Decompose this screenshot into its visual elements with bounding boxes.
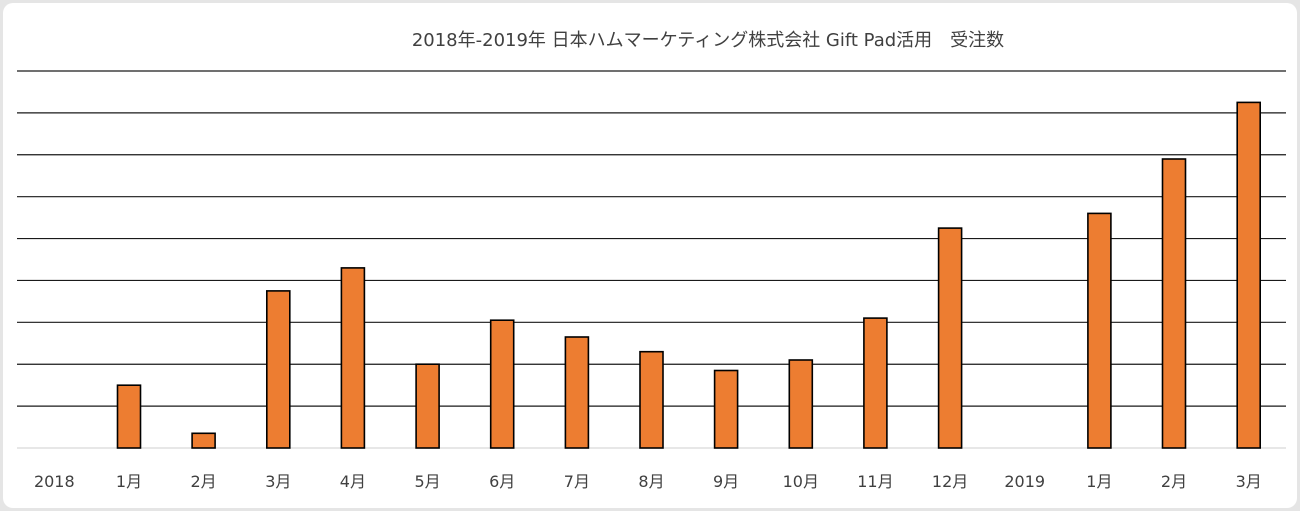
bar-8 bbox=[639, 350, 664, 449]
bar-3 bbox=[265, 290, 291, 449]
chart-title: 2018年-2019年 日本ハムマーケティング株式会社 Gift Pad活用 受… bbox=[412, 30, 1004, 51]
x-tick-label-12: 12月 bbox=[932, 472, 968, 491]
bar-14 bbox=[1087, 212, 1112, 449]
bar-7 bbox=[564, 336, 590, 449]
bar-chart: 2018年-2019年 日本ハムマーケティング株式会社 Gift Pad活用 受… bbox=[17, 30, 1286, 491]
x-tick-label-4: 4月 bbox=[340, 472, 366, 491]
x-tick-label-2: 2月 bbox=[191, 472, 217, 491]
chart-card: 2018年-2019年 日本ハムマーケティング株式会社 Gift Pad活用 受… bbox=[3, 3, 1297, 508]
x-tick-label-13: 2019 bbox=[1004, 472, 1045, 491]
x-tick-label-9: 9月 bbox=[713, 472, 739, 491]
x-tick-label-10: 10月 bbox=[783, 472, 819, 491]
x-tick-label-1: 1月 bbox=[116, 472, 142, 491]
bar-4 bbox=[340, 267, 366, 449]
x-tick-label-11: 11月 bbox=[857, 472, 893, 491]
x-tick-label-3: 3月 bbox=[265, 472, 291, 491]
x-tick-label-6: 6月 bbox=[489, 472, 515, 491]
x-tick-label-5: 5月 bbox=[415, 472, 441, 491]
bar-15 bbox=[1161, 158, 1187, 449]
x-tick-label-7: 7月 bbox=[564, 472, 590, 491]
bars bbox=[116, 101, 1261, 449]
bar-5 bbox=[415, 363, 440, 449]
x-tick-label-0: 2018 bbox=[34, 472, 75, 491]
x-tick-label-16: 3月 bbox=[1236, 472, 1262, 491]
bar-6 bbox=[489, 319, 515, 449]
x-tick-label-14: 1月 bbox=[1086, 472, 1112, 491]
bar-11 bbox=[863, 317, 888, 449]
x-tick-label-15: 2月 bbox=[1161, 472, 1187, 491]
bar-9 bbox=[713, 369, 739, 449]
bar-16 bbox=[1236, 101, 1261, 449]
x-tick-label-8: 8月 bbox=[638, 472, 664, 491]
x-tick-labels: 2018 1月 2月 3月 4月 5月 6月 7月 8月 9月 10月 11月 12月 2019 1月 2月 3… bbox=[34, 472, 1262, 491]
bar-10 bbox=[788, 359, 814, 449]
bar-1 bbox=[116, 384, 142, 449]
bar-2 bbox=[191, 432, 216, 449]
bar-12 bbox=[937, 227, 963, 449]
gridlines bbox=[17, 70, 1286, 407]
